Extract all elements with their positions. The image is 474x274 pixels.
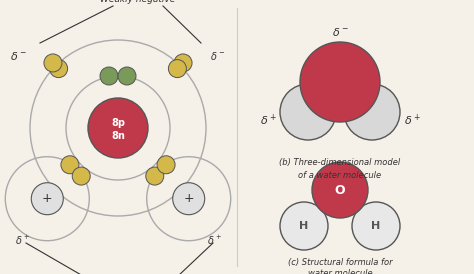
Text: 8p: 8p xyxy=(111,118,125,128)
Text: O: O xyxy=(335,184,346,196)
Circle shape xyxy=(174,54,192,72)
Circle shape xyxy=(88,98,148,158)
Circle shape xyxy=(31,183,64,215)
Text: H: H xyxy=(300,221,309,231)
Text: 8n: 8n xyxy=(111,131,125,141)
Circle shape xyxy=(312,162,368,218)
Text: $\delta^+$: $\delta^+$ xyxy=(260,112,276,128)
Circle shape xyxy=(146,167,164,185)
Text: $\delta^-$: $\delta^-$ xyxy=(9,50,27,62)
Text: Weakly negative: Weakly negative xyxy=(100,0,176,4)
Circle shape xyxy=(61,156,79,174)
Text: $\delta^+$: $\delta^+$ xyxy=(404,112,420,128)
Text: (c) Structural formula for: (c) Structural formula for xyxy=(288,258,392,267)
Text: water molecule: water molecule xyxy=(308,270,372,274)
Text: $\delta^+$: $\delta^+$ xyxy=(15,233,29,247)
Circle shape xyxy=(100,67,118,85)
Circle shape xyxy=(280,202,328,250)
Circle shape xyxy=(173,183,205,215)
Circle shape xyxy=(344,84,400,140)
Text: +: + xyxy=(183,192,194,205)
Text: of a water molecule: of a water molecule xyxy=(299,170,382,179)
Circle shape xyxy=(50,60,68,78)
Circle shape xyxy=(280,84,336,140)
Circle shape xyxy=(168,60,186,78)
Text: H: H xyxy=(371,221,381,231)
Text: $\delta^-$: $\delta^-$ xyxy=(210,50,226,62)
Circle shape xyxy=(157,156,175,174)
Circle shape xyxy=(118,67,136,85)
Circle shape xyxy=(352,202,400,250)
Text: +: + xyxy=(42,192,53,205)
Circle shape xyxy=(72,167,90,185)
Text: $\delta^+$: $\delta^+$ xyxy=(207,233,221,247)
Text: (b) Three-dimensional model: (b) Three-dimensional model xyxy=(279,158,401,167)
Circle shape xyxy=(300,42,380,122)
Circle shape xyxy=(44,54,62,72)
Text: $\delta^-$: $\delta^-$ xyxy=(332,26,348,38)
